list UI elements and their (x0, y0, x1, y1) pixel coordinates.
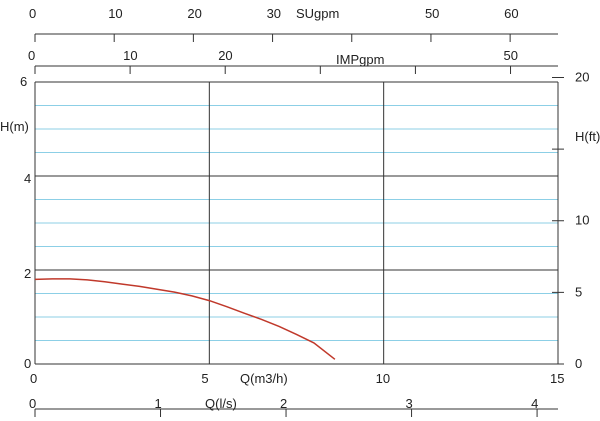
sugpm-tick-label: 20 (187, 6, 201, 21)
sugpm-tick-label: 30 (267, 6, 281, 21)
h-ft-axis-label: H(ft) (575, 129, 600, 144)
grid (35, 82, 558, 364)
h-m-tick-label: 6 (20, 74, 27, 89)
axes (34, 33, 559, 410)
sugpm-tick-label: 50 (425, 6, 439, 21)
sugpm-tick-label: 60 (504, 6, 518, 21)
h-ft-tick-label: 10 (575, 213, 589, 228)
h-ft-tick-label: 20 (575, 69, 589, 84)
impgpm-tick-label: 50 (504, 48, 518, 63)
impgpm-tick-label: 0 (28, 48, 35, 63)
h-m-tick-label: 4 (24, 171, 31, 186)
q-ls-tick-label: 4 (531, 396, 538, 411)
h-m-tick-label: 0 (24, 356, 31, 371)
impgpm-tick-label: 20 (218, 48, 232, 63)
q-m3h-tick-label: 0 (30, 371, 37, 386)
h-m-tick-label: 2 (24, 266, 31, 281)
q-m3h-axis-label: Q(m3/h) (240, 371, 288, 386)
impgpm-tick-label: 10 (123, 48, 137, 63)
h-m-axis-label: H(m) (0, 119, 29, 134)
q-ls-tick-label: 1 (155, 396, 162, 411)
q-ls-tick-label: 3 (406, 396, 413, 411)
q-ls-axis-label: Q(l/s) (205, 396, 237, 411)
sugpm-tick-label: 10 (108, 6, 122, 21)
q-m3h-tick-label: 15 (550, 371, 564, 386)
sugpm-tick-label: 0 (29, 6, 36, 21)
ticks (34, 34, 564, 417)
q-ls-tick-label: 2 (280, 396, 287, 411)
q-ls-tick-label: 0 (29, 396, 36, 411)
impgpm-axis-label: IMPgpm (336, 52, 384, 67)
sugpm-axis-label: SUgpm (296, 6, 339, 21)
q-m3h-tick-label: 10 (376, 371, 390, 386)
h-ft-tick-label: 5 (575, 284, 582, 299)
q-m3h-tick-label: 5 (201, 371, 208, 386)
pump-curve-line (34, 278, 336, 360)
series (34, 278, 336, 360)
h-ft-tick-label: 0 (575, 356, 582, 371)
